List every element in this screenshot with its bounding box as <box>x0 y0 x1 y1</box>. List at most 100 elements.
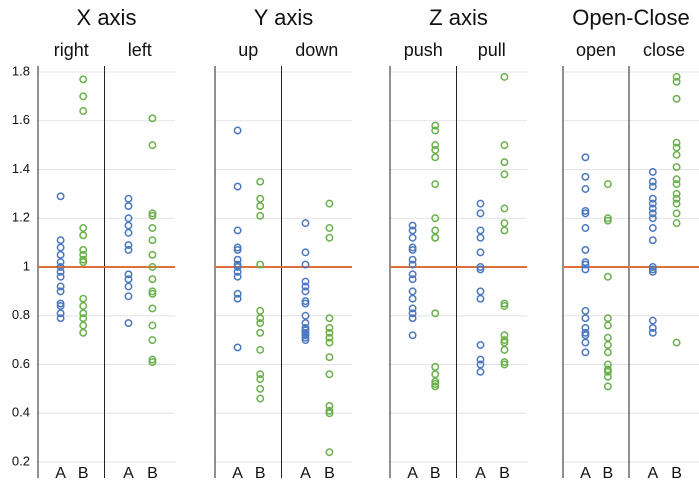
data-point <box>148 209 157 218</box>
data-point <box>79 250 88 259</box>
data-point <box>672 194 681 203</box>
data-point <box>79 314 88 323</box>
data-point <box>124 275 133 284</box>
x-tick-label: B <box>324 465 335 482</box>
x-tick-label: A <box>475 465 486 482</box>
y-tick-label: 0.2 <box>12 453 30 468</box>
data-point <box>56 258 65 267</box>
data-point <box>500 72 509 81</box>
data-point <box>148 275 157 284</box>
data-point <box>672 189 681 198</box>
subpanel-label: push <box>404 40 443 60</box>
data-point <box>124 292 133 301</box>
data-point <box>603 272 612 281</box>
data-point <box>648 167 657 176</box>
x-tick-label: A <box>55 465 66 482</box>
data-point <box>648 328 657 337</box>
data-point <box>408 309 417 318</box>
data-point <box>431 377 440 386</box>
data-point <box>301 299 310 308</box>
data-point <box>79 231 88 240</box>
data-point <box>476 294 485 303</box>
data-point <box>672 72 681 81</box>
data-point <box>431 309 440 318</box>
data-point <box>325 314 334 323</box>
data-point <box>500 331 509 340</box>
y-tick-label: 1.4 <box>12 161 30 176</box>
data-point <box>148 304 157 313</box>
x-tick-label: B <box>499 465 510 482</box>
data-point <box>408 270 417 279</box>
data-point <box>408 243 417 252</box>
data-point <box>408 260 417 269</box>
data-point <box>79 328 88 337</box>
data-point <box>476 265 485 274</box>
data-point <box>56 272 65 281</box>
data-point <box>581 306 590 315</box>
data-point <box>56 267 65 276</box>
data-point <box>672 138 681 147</box>
data-point <box>672 199 681 208</box>
data-point <box>500 141 509 150</box>
data-point <box>476 263 485 271</box>
y-tick-label: 0.6 <box>12 356 30 371</box>
data-point <box>233 263 242 271</box>
data-point <box>431 362 440 371</box>
data-point <box>325 401 334 410</box>
data-point <box>256 345 265 354</box>
data-point <box>148 358 157 367</box>
data-point <box>603 180 612 189</box>
data-point <box>431 233 440 242</box>
x-tick-label: B <box>671 465 682 482</box>
data-point <box>648 204 657 213</box>
data-point <box>79 258 88 267</box>
data-point <box>431 380 440 388</box>
data-point <box>500 158 509 167</box>
data-point <box>581 153 590 162</box>
subpanel-label: down <box>295 40 338 60</box>
y-tick-label: 1 <box>23 258 30 273</box>
x-tick-label: B <box>78 465 89 482</box>
data-point <box>256 375 265 384</box>
data-point <box>648 214 657 223</box>
data-point <box>233 243 242 252</box>
data-point <box>233 255 242 264</box>
data-point <box>79 92 88 101</box>
data-point <box>256 328 265 337</box>
data-point <box>476 341 485 349</box>
data-point <box>500 360 509 369</box>
data-point <box>124 270 133 279</box>
data-point <box>301 319 310 328</box>
subpanel-label: close <box>643 40 685 60</box>
data-point <box>648 182 657 191</box>
data-point <box>408 221 417 230</box>
data-point <box>581 323 590 332</box>
data-point <box>603 341 612 349</box>
subpanel-label: pull <box>478 40 506 60</box>
data-point <box>603 321 612 330</box>
data-point <box>500 302 509 310</box>
data-point <box>672 143 681 152</box>
data-point <box>408 233 417 242</box>
data-point <box>408 245 417 254</box>
panel-title: Y axis <box>254 5 314 30</box>
data-point <box>148 355 157 364</box>
y-tick-label: 0.8 <box>12 307 30 322</box>
data-point <box>79 255 88 264</box>
x-tick-label: A <box>123 465 134 482</box>
data-point <box>256 319 265 328</box>
data-point <box>672 180 681 189</box>
data-point <box>233 289 242 298</box>
data-point <box>301 282 310 291</box>
data-point <box>603 360 612 369</box>
data-point <box>56 192 65 201</box>
data-point <box>603 348 612 357</box>
data-point <box>301 219 310 228</box>
data-point <box>325 199 334 208</box>
subpanel-label: up <box>238 40 258 60</box>
data-point <box>56 250 65 259</box>
data-point <box>581 328 590 337</box>
data-point <box>124 319 133 328</box>
data-point <box>79 321 88 330</box>
data-point <box>79 302 88 310</box>
